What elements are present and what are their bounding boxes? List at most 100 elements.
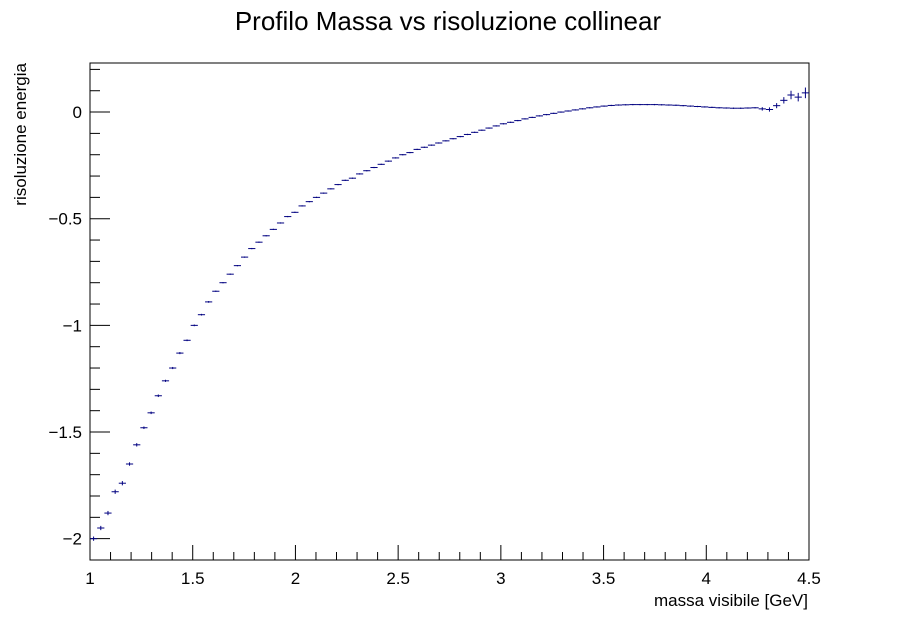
data-point xyxy=(427,144,436,146)
data-point xyxy=(176,352,184,355)
data-point xyxy=(586,107,594,109)
x-tick-label: 2.5 xyxy=(386,569,410,588)
data-point xyxy=(507,121,515,123)
data-point xyxy=(442,140,450,142)
x-axis-ticks xyxy=(89,545,810,560)
data-point xyxy=(521,118,529,120)
data-point xyxy=(686,105,694,107)
data-point xyxy=(391,157,400,159)
data-point xyxy=(133,443,141,447)
data-point xyxy=(363,170,371,172)
data-point xyxy=(629,103,637,106)
y-tick-label: −1 xyxy=(63,316,82,335)
data-point xyxy=(564,110,572,112)
data-point xyxy=(205,301,213,303)
data-point xyxy=(312,196,321,199)
data-point xyxy=(773,103,781,109)
data-point xyxy=(305,201,313,203)
y-axis-ticks xyxy=(90,68,110,561)
x-axis-tick-labels: 1 1.5 2 2.5 3 3.5 4 4.5 xyxy=(85,569,821,588)
data-point xyxy=(744,107,752,109)
y-tick-label: −1.5 xyxy=(48,423,82,442)
x-tick-label: 3 xyxy=(496,569,505,588)
data-point xyxy=(463,133,472,136)
data-point xyxy=(578,108,587,110)
data-point xyxy=(240,256,249,258)
data-point xyxy=(607,104,615,107)
y-axis-title: risoluzione energia xyxy=(11,62,30,205)
data-point xyxy=(413,148,421,151)
data-point xyxy=(758,107,766,111)
data-point xyxy=(183,339,191,342)
x-tick-label: 2 xyxy=(291,569,300,588)
data-point xyxy=(600,105,608,107)
data-point xyxy=(550,112,558,114)
x-tick-label: 4.5 xyxy=(797,569,821,588)
data-point xyxy=(636,103,644,106)
x-tick-label: 4 xyxy=(702,569,711,588)
y-tick-label: 0 xyxy=(73,103,82,122)
data-point xyxy=(614,104,623,106)
data-point xyxy=(722,107,730,109)
data-point xyxy=(701,106,709,108)
data-point xyxy=(233,264,241,267)
data-points xyxy=(90,87,809,541)
data-point xyxy=(420,146,428,148)
data-point xyxy=(780,97,788,104)
data-point xyxy=(125,462,134,466)
data-point xyxy=(535,115,543,117)
data-point xyxy=(298,205,306,207)
data-point xyxy=(269,228,277,231)
data-point xyxy=(341,179,349,181)
data-point xyxy=(571,109,579,111)
y-tick-label: −0.5 xyxy=(48,210,82,229)
data-point xyxy=(284,215,292,218)
data-point xyxy=(435,142,443,144)
data-point xyxy=(111,489,119,494)
data-point xyxy=(197,313,206,316)
data-point xyxy=(765,107,774,112)
data-point xyxy=(399,154,407,156)
data-point xyxy=(276,222,285,224)
data-point xyxy=(665,104,673,106)
data-point xyxy=(248,247,256,250)
data-point xyxy=(255,241,263,243)
data-point xyxy=(514,119,522,122)
data-point xyxy=(140,426,148,430)
data-point xyxy=(679,105,687,107)
data-point xyxy=(212,290,220,292)
data-point xyxy=(658,104,666,106)
data-point xyxy=(715,107,723,109)
chart-title: Profilo Massa vs risoluzione collinear xyxy=(235,6,662,36)
data-point xyxy=(650,103,659,106)
data-point xyxy=(147,411,155,415)
data-point xyxy=(97,525,105,531)
data-point xyxy=(751,107,759,109)
data-point xyxy=(643,103,651,106)
data-point xyxy=(456,135,464,138)
data-point xyxy=(161,379,170,382)
plot-frame xyxy=(89,62,810,561)
data-point xyxy=(794,92,802,102)
data-point xyxy=(154,394,162,398)
data-point xyxy=(118,481,126,486)
y-tick-label: −2 xyxy=(63,530,82,549)
data-point xyxy=(90,536,98,541)
y-axis-tick-labels: −2 −1.5 −1 −0.5 0 xyxy=(48,103,82,549)
data-point xyxy=(226,273,234,275)
x-tick-label: 1 xyxy=(85,569,94,588)
data-point xyxy=(622,104,630,106)
data-point xyxy=(291,211,299,213)
data-point xyxy=(801,87,809,99)
data-point xyxy=(672,104,680,106)
data-point xyxy=(478,129,486,131)
data-point xyxy=(320,192,328,194)
data-point xyxy=(377,163,385,165)
data-point xyxy=(737,107,745,109)
data-point xyxy=(327,188,335,190)
data-point xyxy=(356,173,364,175)
data-point xyxy=(499,123,508,125)
data-point xyxy=(348,177,357,179)
data-point xyxy=(334,183,342,186)
